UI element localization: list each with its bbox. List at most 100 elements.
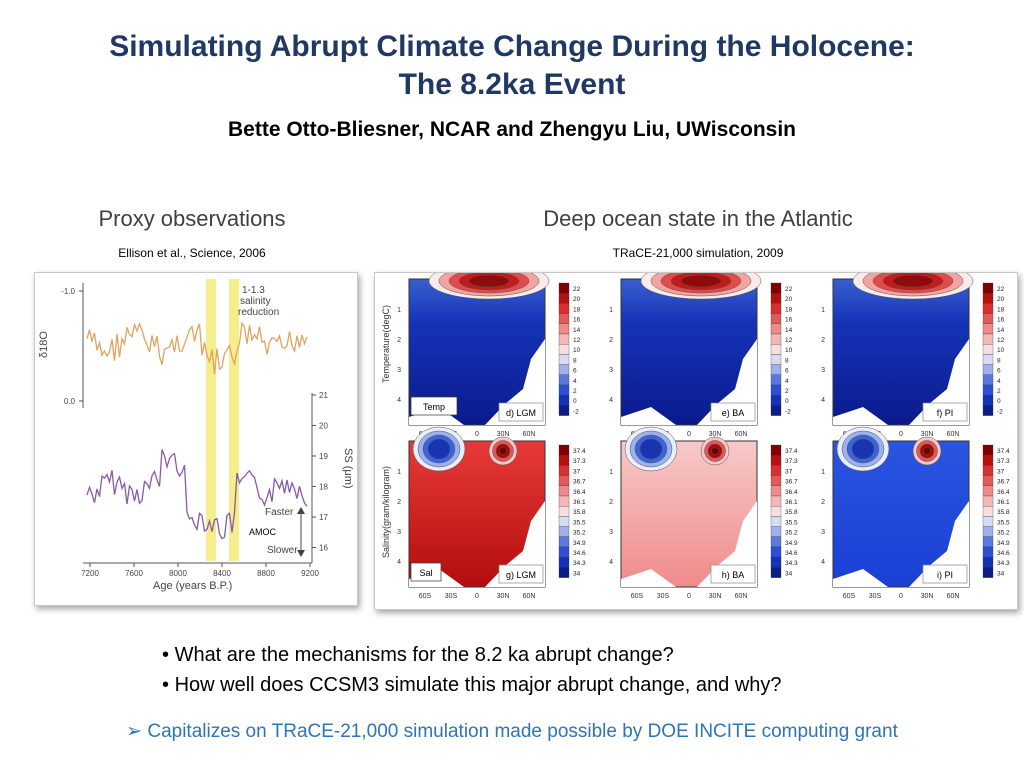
contour-panel: 123460S30S030N60Ne) BA222018161412108642…: [609, 262, 793, 438]
scale-swatch: [770, 516, 782, 527]
depth-tick-label: 3: [609, 367, 613, 374]
depth-tick-label: 4: [609, 559, 613, 566]
scale-swatch: [982, 557, 994, 568]
lat-tick-label: 30N: [497, 593, 510, 600]
scale-label: 34: [997, 570, 1005, 577]
proxy-figure: -1.0 0.0 21 20 19 18 17 16 7200 7600 8000 8400 8800 9…: [34, 272, 358, 606]
panel-label-box: [498, 564, 544, 584]
depth-tick-label: 1: [821, 307, 825, 314]
bullet-text-1: What are the mechanisms for the 8.2 ka a…: [174, 644, 674, 666]
scale-swatch: [558, 526, 570, 537]
highlight-band-2: [229, 279, 239, 561]
depth-tick-label: 3: [397, 367, 401, 374]
scale-label: 34: [573, 570, 581, 577]
scale-swatch: [770, 536, 782, 548]
scale-label: 2: [997, 388, 1001, 395]
scale-swatch: [770, 526, 782, 537]
panel-label: f) PI: [937, 408, 954, 418]
arrow-bullet-icon: ➢: [126, 721, 148, 742]
scale-swatch: [770, 405, 782, 416]
scale-swatch: [558, 485, 570, 497]
closing-statement: ➢ Capitalizes on TRaCE-21,000 simulation…: [0, 720, 1024, 743]
scale-swatch: [982, 395, 994, 406]
scale-swatch: [558, 455, 570, 466]
salty-contour: [711, 447, 719, 455]
scale-label: 34.6: [997, 550, 1010, 557]
depth-tick-label: 2: [397, 337, 401, 344]
arrow-down-icon: [297, 550, 305, 557]
depth-tick-label: 2: [821, 337, 825, 344]
highlight-band-1: [206, 279, 216, 561]
amoc-label: AMOC: [249, 527, 277, 537]
scale-label: 35.8: [785, 509, 798, 516]
model-chart: Temperature(degC) Salinity(gram/kilogram…: [381, 262, 1010, 600]
scale-swatch: [982, 405, 994, 416]
scale-label: 0: [573, 398, 577, 405]
scale-label: 16: [997, 317, 1005, 324]
lat-tick-label: 30N: [709, 431, 722, 438]
scale-swatch: [982, 374, 994, 386]
left-axis-label: δ18O: [38, 331, 50, 358]
lat-tick-label: 30S: [445, 593, 458, 600]
scale-label: 22: [997, 286, 1005, 293]
lat-tick-label: 30N: [921, 593, 934, 600]
depth-tick-label: 3: [821, 367, 825, 374]
scale-swatch: [558, 546, 570, 558]
scale-label: 37: [785, 468, 793, 475]
scale-label: 36.7: [997, 479, 1010, 486]
lat-tick-label: 60N: [735, 593, 748, 600]
scale-label: 22: [573, 286, 581, 293]
scale-swatch: [770, 323, 782, 335]
scale-label: 22: [785, 286, 793, 293]
x-tick-label: 7200: [81, 569, 99, 578]
scale-label: 8: [997, 357, 1001, 364]
panel-label: e) BA: [722, 408, 745, 418]
right-tick-label: 18: [319, 483, 328, 492]
scale-label: 36.7: [573, 479, 586, 486]
land-mask: [621, 569, 676, 587]
scale-label: 0: [785, 398, 789, 405]
scale-label: 37.3: [785, 458, 798, 465]
scale-swatch: [558, 354, 570, 365]
scale-swatch: [982, 303, 994, 314]
scale-swatch: [558, 395, 570, 406]
contour-panels: 123460S30S030N60Nd) LGM22201816141210864…: [397, 262, 1010, 600]
scale-swatch: [770, 546, 782, 558]
right-tick-label: 21: [319, 391, 328, 400]
panel-label: h) BA: [722, 570, 745, 580]
scale-label: 37.4: [785, 448, 798, 455]
scale-label: 14: [997, 327, 1005, 334]
scale-swatch: [770, 333, 782, 345]
scale-swatch: [770, 495, 782, 507]
fresh-contour: [427, 438, 451, 460]
scale-label: 36.1: [573, 499, 586, 506]
scale-swatch: [558, 323, 570, 335]
temp-tag: Temp: [410, 396, 458, 416]
land-mask: [621, 407, 676, 425]
lat-tick-label: 30N: [921, 431, 934, 438]
scale-label: 8: [573, 357, 577, 364]
bullet-text-2: How well does CCSM3 simulate this major …: [174, 674, 782, 696]
scale-label: 37: [573, 468, 581, 475]
slower-label: Slower: [267, 545, 298, 556]
land-mask: [833, 407, 888, 425]
scale-label: 36.1: [997, 499, 1010, 506]
scale-label: 35.5: [785, 519, 798, 526]
scale-label: 35.2: [573, 530, 586, 537]
scale-label: 16: [785, 317, 793, 324]
depth-tick-label: 3: [821, 529, 825, 536]
scale-label: 37.3: [997, 458, 1010, 465]
title-line-2: The 8.2ka Event: [398, 68, 626, 101]
scale-label: 18: [997, 306, 1005, 313]
right-heading: Deep ocean state in the Atlantic: [543, 206, 853, 231]
annotation-line-2: salinity: [240, 296, 271, 307]
scale-swatch: [770, 567, 782, 578]
scale-label: 4: [573, 378, 577, 385]
warm-contour: [892, 274, 934, 288]
scale-swatch: [982, 313, 994, 324]
scale-label: 14: [573, 327, 581, 334]
scale-swatch: [982, 465, 994, 476]
lat-tick-label: 30N: [709, 593, 722, 600]
left-heading: Proxy observations: [98, 206, 286, 231]
